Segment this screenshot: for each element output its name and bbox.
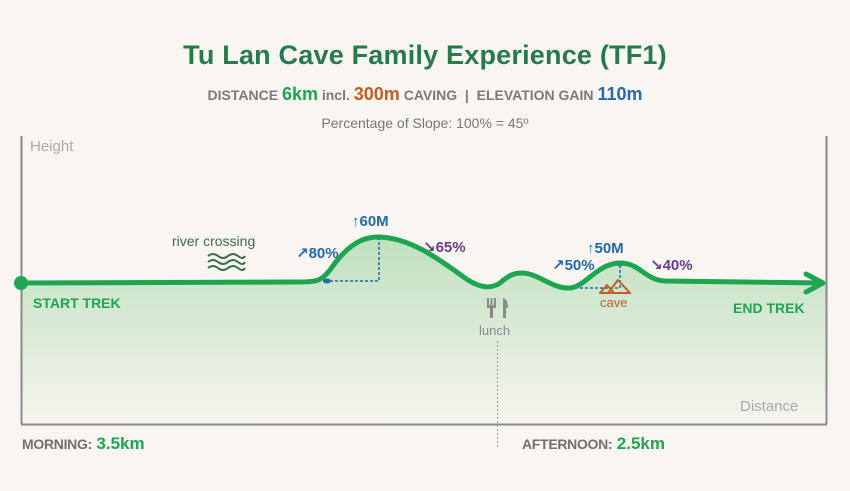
slope-guides xyxy=(325,238,621,289)
profile-fill xyxy=(21,237,826,424)
climb2-down-slope: ↘40% xyxy=(650,257,693,274)
river-crossing-label: river crossing xyxy=(172,233,256,249)
y-axis-label: Height xyxy=(30,138,74,155)
morning-summary: MORNING: 3.5km xyxy=(22,434,145,454)
cave-label: cave xyxy=(600,295,628,310)
start-dot xyxy=(14,276,28,290)
afternoon-value: 2.5km xyxy=(616,434,665,453)
slope-note: Percentage of Slope: 100% = 45º xyxy=(321,115,529,131)
up-arrow-icon: ↑ xyxy=(587,240,595,257)
climb2-up-slope: ↗50% xyxy=(552,257,595,274)
trip-summary: DISTANCE 6km incl. 300m CAVING | ELEVATI… xyxy=(0,84,850,105)
caving-label: CAVING xyxy=(403,87,458,103)
trail-line xyxy=(18,234,825,291)
elevation-label: ELEVATION GAIN xyxy=(476,87,594,103)
distance-value: 6km xyxy=(281,84,318,104)
morning-value: 3.5km xyxy=(96,434,145,453)
distance-label: DISTANCE xyxy=(207,87,279,103)
descent-arrow-icon: ↘ xyxy=(423,239,436,256)
climb1-up-slope: ↗80% xyxy=(296,245,339,262)
separator: | xyxy=(464,87,469,103)
waves-icon xyxy=(207,253,246,271)
x-axis-label: Distance xyxy=(740,398,799,415)
caving-value: 300m xyxy=(353,84,400,104)
climb1-gain: ↑60M xyxy=(352,213,389,230)
page-title: Tu Lan Cave Family Experience (TF1) xyxy=(183,40,667,70)
climb1-down-slope: ↘65% xyxy=(423,239,466,256)
cave-icon xyxy=(599,279,631,294)
morning-label: MORNING: xyxy=(22,436,92,452)
ascent-arrow-icon: ↗ xyxy=(552,257,565,274)
end-trek-label: END TREK xyxy=(733,300,805,316)
descent-arrow-icon: ↘ xyxy=(650,257,663,274)
ascent-arrow-icon: ↗ xyxy=(296,245,309,262)
fork-knife-icon xyxy=(487,298,508,318)
incl-label: incl. xyxy=(321,87,350,103)
lunch-label: lunch xyxy=(479,323,511,338)
climb2-gain: ↑50M xyxy=(587,240,624,257)
up-arrow-icon: ↑ xyxy=(352,213,360,230)
start-trek-label: START TREK xyxy=(33,295,121,311)
afternoon-summary: AFTERNOON: 2.5km xyxy=(522,434,665,454)
end-arrow-icon xyxy=(803,271,826,295)
afternoon-label: AFTERNOON: xyxy=(522,436,613,452)
elevation-value: 110m xyxy=(597,84,643,104)
